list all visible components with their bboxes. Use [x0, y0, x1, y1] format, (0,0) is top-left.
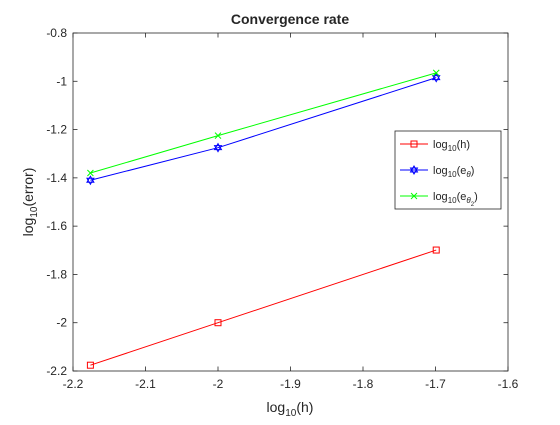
legend-label-1: log10(h): [433, 139, 470, 153]
x-tick-label: -2.2: [63, 377, 84, 391]
series-3-point-part: [214, 132, 222, 139]
series-2-point-part: [86, 175, 95, 183]
legend-text-argsub: θ: [466, 170, 471, 179]
x-tick-label: -1.6: [498, 377, 519, 391]
series-2-point-part: [431, 75, 441, 83]
x-axis-label-sub: 10: [285, 408, 297, 419]
series-1-point: [86, 361, 94, 369]
series-1-point: [432, 246, 440, 254]
legend-label-3: log10(eθ2): [433, 191, 478, 208]
x-tick-label: -1.9: [280, 377, 301, 391]
legend: log10(h)log10(eθ)log10(eθ2): [394, 130, 502, 210]
x-tick-label: -1.8: [353, 377, 374, 391]
y-tick-label: -1.4: [46, 171, 67, 185]
y-tick-label: -0.8: [46, 26, 67, 40]
legend-text-base: log: [433, 191, 448, 203]
y-axis-label-sub: 10: [29, 206, 40, 218]
legend-text-arg: (e: [457, 165, 467, 177]
y-axis-label-arg: (error): [20, 168, 36, 207]
legend-marker-1: [410, 140, 418, 148]
series-3-point: [432, 69, 440, 77]
series-3-point: [87, 169, 94, 177]
series-2-point-part: [213, 145, 223, 153]
legend-marker-3-part: [410, 192, 418, 200]
series-1-point: [214, 319, 222, 327]
legend-text-sub: 10: [448, 170, 457, 179]
legend-marker-3: [410, 192, 418, 200]
legend-text-argsubsub: 2: [471, 202, 475, 208]
legend-text-close: ): [474, 191, 478, 203]
x-axis-label-base: log: [267, 399, 286, 415]
y-tick-label: -2: [56, 316, 67, 330]
y-axis-label-base: log: [20, 218, 36, 237]
series-2-point: [86, 175, 95, 186]
legend-text-close: ): [471, 165, 475, 177]
y-tick-label: -2.2: [46, 364, 67, 378]
legend-text-argsub: θ: [466, 196, 471, 205]
x-axis-label-arg: (h): [296, 399, 313, 415]
legend-marker-2-part: [409, 167, 419, 176]
series-2-point: [213, 142, 223, 153]
legend-label-2: log10(eθ): [433, 165, 474, 179]
series-2-point: [431, 72, 441, 83]
x-tick-label: -2: [213, 377, 224, 391]
series-2-point-part: [431, 72, 441, 81]
y-axis-label: log10(error): [20, 168, 40, 237]
x-axis-label: log10(h): [267, 399, 314, 419]
series-3-point: [214, 132, 222, 139]
chart-title: Convergence rate: [231, 11, 349, 27]
series-line-1: [90, 249, 437, 366]
series-2-point-part: [213, 142, 223, 151]
series-line-2: [90, 77, 437, 181]
x-tick-label: -1.7: [425, 377, 446, 391]
legend-text-arg: (e: [457, 191, 467, 203]
legend-text-arg: (h): [457, 139, 470, 151]
x-tick-label: -2.1: [135, 377, 156, 391]
series-3-point-part: [432, 69, 440, 77]
y-tick-label: -1.8: [46, 267, 67, 281]
y-tick-label: -1.2: [46, 123, 67, 137]
y-tick-label: -1: [56, 74, 67, 88]
legend-marker-2: [409, 164, 419, 176]
legend-text-sub: 10: [448, 196, 457, 205]
legend-text-base: log: [433, 165, 448, 177]
legend-marker-2-part: [409, 164, 419, 173]
y-tick-label: -1.6: [46, 219, 67, 233]
series-2-point-part: [86, 177, 95, 186]
legend-text-base: log: [433, 139, 448, 151]
legend-text-sub: 10: [448, 144, 457, 153]
series-3-point-part: [87, 169, 94, 177]
